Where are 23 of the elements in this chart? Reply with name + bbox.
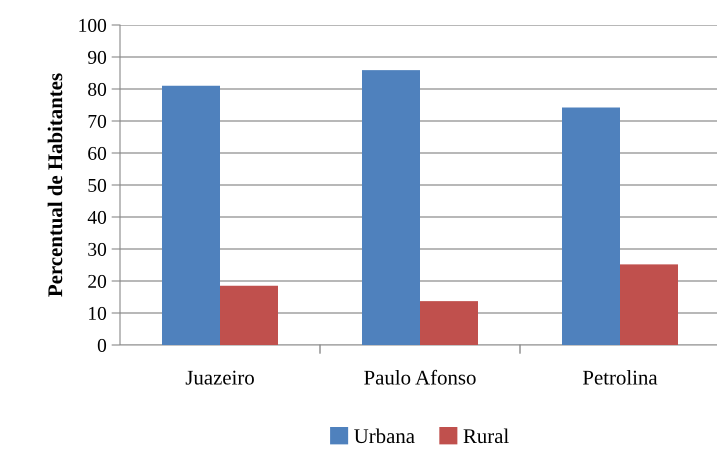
y-tick-label: 70 — [88, 114, 106, 128]
bar — [562, 108, 620, 345]
y-tick-label: 80 — [88, 82, 106, 96]
bar — [420, 301, 478, 345]
x-tick-label: Juazeiro — [186, 370, 254, 385]
y-tick-label: 10 — [89, 306, 106, 320]
y-tick-label: 50 — [88, 178, 106, 192]
bar — [220, 286, 278, 345]
y-tick-label: 100 — [79, 18, 106, 32]
legend-label: Urbana — [354, 428, 415, 444]
bar — [362, 70, 420, 345]
bar — [620, 264, 678, 345]
y-tick-label: 20 — [88, 274, 106, 288]
y-tick-label: 30 — [88, 242, 106, 256]
y-tick-label: 60 — [88, 146, 106, 160]
x-tick-label: Petrolina — [582, 370, 658, 385]
x-tick-label: Paulo Afonso — [364, 370, 476, 385]
y-axis-title: Percentual de Habitantes — [48, 73, 62, 297]
y-tick-label: 0 — [98, 338, 106, 352]
y-tick-label: 40 — [88, 210, 106, 224]
bar — [162, 86, 220, 345]
y-tick-label: 90 — [88, 50, 106, 64]
legend-label: Rural — [464, 428, 509, 444]
